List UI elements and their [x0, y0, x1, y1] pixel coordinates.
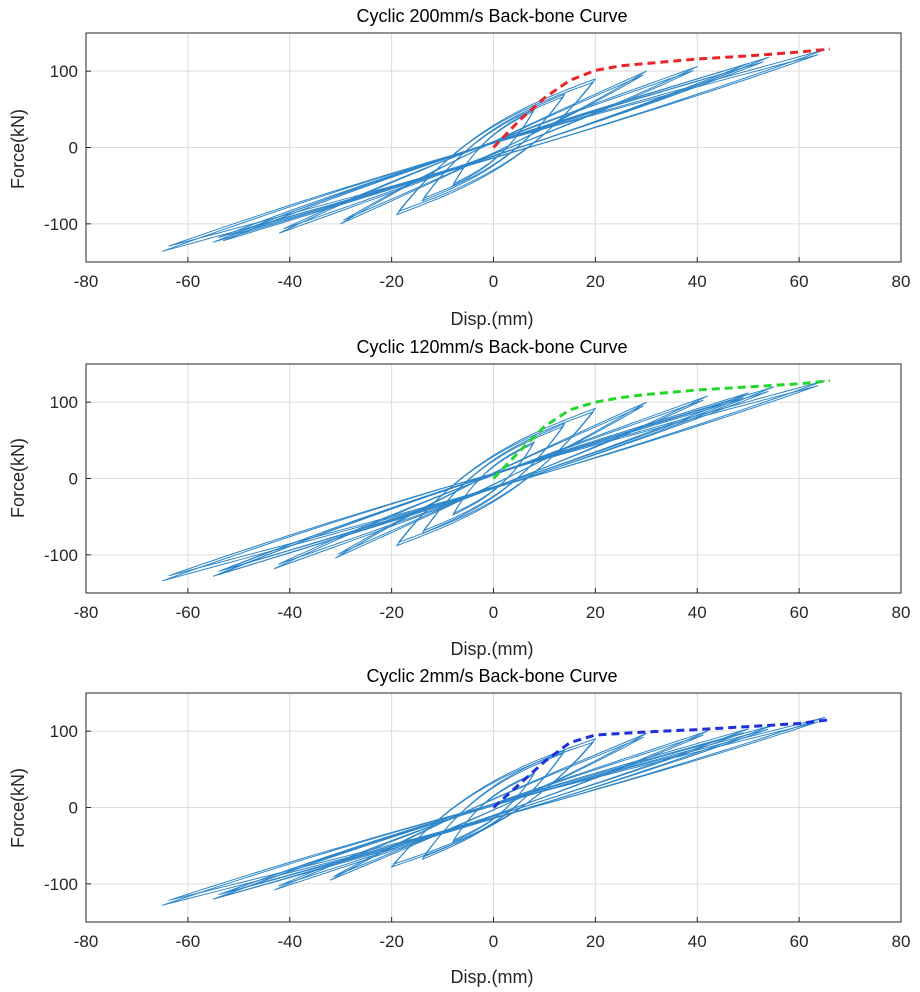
x-axis-label: Disp.(mm): [451, 309, 534, 329]
hysteresis-loop-repeat: [218, 61, 764, 238]
chart-title: Cyclic 200mm/s Back-bone Curve: [356, 6, 627, 26]
x-axis-label: Disp.(mm): [451, 639, 534, 659]
x-axis-label: Disp.(mm): [451, 967, 534, 987]
x-tick-label: 0: [489, 603, 498, 622]
x-tick-label: 20: [586, 272, 605, 291]
x-tick-label: 40: [688, 272, 707, 291]
x-tick-label: -60: [176, 932, 201, 951]
plot-area: [85, 692, 902, 923]
x-tick-label: 20: [586, 932, 605, 951]
subplot-120mm-s: Cyclic 120mm/s Back-bone Curve Disp.(mm)…: [8, 337, 910, 659]
axes-box: [85, 32, 902, 263]
y-tick-label: 100: [50, 393, 78, 412]
x-tick-label: 0: [489, 272, 498, 291]
hysteresis-loop-repeat: [168, 385, 819, 577]
hysteresis-loop: [161, 380, 826, 582]
x-tick-label: 80: [892, 272, 911, 291]
hysteresis-loop-repeat: [168, 54, 819, 247]
x-tick-label: -80: [74, 272, 99, 291]
subplot-200mm-s: Cyclic 200mm/s Back-bone Curve Disp.(mm)…: [8, 6, 910, 329]
hysteresis-loop-repeat: [218, 391, 769, 572]
chart-title: Cyclic 2mm/s Back-bone Curve: [366, 666, 617, 686]
y-axis-label: Force(kN): [8, 109, 28, 189]
x-tick-label: -20: [379, 932, 404, 951]
y-tick-label: -100: [44, 875, 78, 894]
y-axis-label: Force(kN): [8, 768, 28, 848]
axes-box: [85, 363, 902, 594]
hysteresis-loop-repeat: [283, 70, 694, 230]
y-tick-label: -100: [44, 546, 78, 565]
x-tick-label: -20: [379, 272, 404, 291]
hysteresis-loop-repeat: [453, 774, 534, 841]
x-tick-label: 20: [586, 603, 605, 622]
hysteresis-loop-repeat: [398, 81, 594, 212]
x-tick-label: -40: [277, 603, 302, 622]
x-tick-label: 40: [688, 932, 707, 951]
hysteresis-loops: [161, 380, 826, 582]
x-tick-label: -20: [379, 603, 404, 622]
plot-area: [85, 32, 902, 263]
hysteresis-loop-repeat: [168, 721, 819, 901]
chart-title: Cyclic 120mm/s Back-bone Curve: [356, 337, 627, 357]
hysteresis-loops: [161, 49, 826, 252]
x-tick-label: 60: [790, 603, 809, 622]
x-tick-label: -40: [277, 272, 302, 291]
hysteresis-loop-repeat: [423, 752, 564, 858]
x-tick-label: 0: [489, 932, 498, 951]
x-tick-label: 80: [892, 603, 911, 622]
hysteresis-loop-repeat: [278, 399, 704, 565]
backbone-curve: [492, 379, 830, 480]
x-tick-label: -80: [74, 932, 99, 951]
axes-box: [85, 692, 902, 923]
hysteresis-loop-repeat: [338, 405, 644, 555]
y-tick-label: 0: [69, 799, 78, 818]
x-tick-label: 40: [688, 603, 707, 622]
plot-area: [85, 363, 902, 594]
x-tick-label: -60: [176, 272, 201, 291]
y-tick-label: 0: [69, 470, 78, 489]
hysteresis-loop-repeat: [278, 734, 704, 887]
subplot-2mm-s: Cyclic 2mm/s Back-bone Curve Disp.(mm) F…: [8, 666, 910, 987]
y-tick-label: 100: [50, 722, 78, 741]
x-tick-label: 80: [892, 932, 911, 951]
y-tick-label: -100: [44, 215, 78, 234]
x-tick-label: -60: [176, 603, 201, 622]
hysteresis-loop-repeat: [333, 736, 644, 877]
x-tick-label: -40: [277, 932, 302, 951]
x-tick-label: 60: [790, 932, 809, 951]
hysteresis-loops: [161, 716, 826, 906]
y-tick-label: 100: [50, 62, 78, 81]
hysteresis-loop-repeat: [453, 110, 534, 185]
x-tick-label: 60: [790, 272, 809, 291]
backbone-curve: [492, 47, 830, 149]
x-tick-label: -80: [74, 603, 99, 622]
hysteresis-loop-repeat: [423, 96, 564, 199]
backbone-curve: [492, 718, 830, 809]
y-axis-label: Force(kN): [8, 438, 28, 518]
y-tick-label: 0: [69, 139, 78, 158]
